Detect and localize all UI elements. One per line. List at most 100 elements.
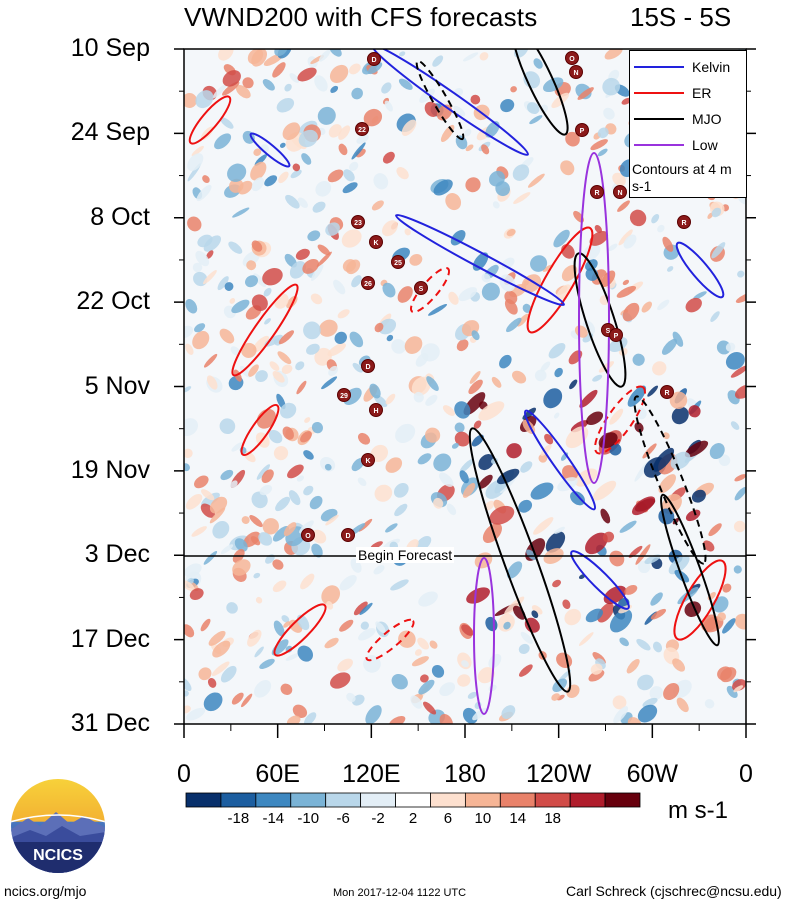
vwnd-anomaly-cell [222,70,241,87]
vwnd-anomaly-cell [446,503,457,516]
vwnd-anomaly-cell [409,253,423,266]
vwnd-anomaly-cell [184,624,195,638]
storm-marker-label: 22 [358,127,366,134]
vwnd-anomaly-cell [735,384,746,399]
vwnd-anomaly-cell [709,443,725,460]
vwnd-anomaly-cell [184,563,202,578]
vwnd-anomaly-cell [269,361,280,371]
vwnd-anomaly-cell [554,367,563,378]
y-tick-label: 17 Dec [70,624,150,653]
vwnd-anomaly-cell [415,353,429,367]
vwnd-anomaly-cell [311,529,327,544]
colorbar-label: 18 [544,810,562,827]
vwnd-anomaly-cell [247,629,262,647]
er-contour [188,95,232,145]
vwnd-anomaly-cell [306,343,320,355]
colorbar-label: 14 [509,810,527,827]
vwnd-anomaly-cell [552,579,561,588]
vwnd-anomaly-cell [637,704,658,723]
vwnd-anomaly-cell [491,376,502,388]
vwnd-anomaly-cell [410,695,423,709]
kelvin-contour [523,409,597,511]
vwnd-anomaly-cell [621,97,632,105]
vwnd-anomaly-cell [617,200,630,212]
vwnd-anomaly-cell [717,612,727,622]
vwnd-anomaly-cell [417,453,432,465]
vwnd-anomaly-cell [504,290,518,305]
vwnd-anomaly-cell [349,331,364,348]
vwnd-anomaly-cell [229,178,244,193]
vwnd-anomaly-cell [461,624,474,636]
vwnd-anomaly-cell [288,490,301,506]
vwnd-anomaly-cell [585,608,604,623]
vwnd-anomaly-cell [220,469,234,481]
vwnd-anomaly-cell [426,376,439,391]
vwnd-anomaly-cell [569,379,578,390]
vwnd-anomaly-cell [255,370,268,383]
vwnd-anomaly-cell [506,561,523,579]
colorbar-label: -18 [227,810,250,827]
vwnd-anomaly-cell [351,87,363,100]
vwnd-anomaly-cell [404,336,423,354]
storm-marker-circle [369,403,383,417]
vwnd-anomaly-cell [734,474,746,482]
vwnd-anomaly-cell [338,125,351,140]
vwnd-anomaly-cell [255,596,263,604]
vwnd-anomaly-cell [524,617,540,633]
vwnd-anomaly-cell [214,133,232,150]
colorbar-swatch [569,792,606,808]
vwnd-anomaly-cell [385,457,403,473]
vwnd-anomaly-cell [585,532,608,555]
storm-marker: O [565,51,579,65]
vwnd-anomaly-cell [251,491,268,509]
vwnd-anomaly-cell [453,105,466,117]
er-contour [231,283,299,377]
x-tick-label: 180 [444,760,486,788]
vwnd-anomaly-cell [287,464,304,479]
vwnd-anomaly-cell [592,480,617,501]
colorbar-label: -14 [262,810,285,827]
vwnd-anomaly-cell [337,658,353,672]
vwnd-anomaly-cell [349,63,361,75]
vwnd-anomaly-cell [667,266,674,272]
storm-marker-label: D [345,533,350,540]
vwnd-anomaly-cell [195,250,210,267]
vwnd-anomaly-cell [478,474,493,489]
vwnd-anomaly-cell [241,516,250,525]
vwnd-anomaly-cell [734,487,746,501]
vwnd-anomaly-cell [206,375,218,390]
vwnd-anomaly-cell [624,584,638,595]
wave-contours [188,49,727,715]
low-contour [578,152,610,484]
vwnd-anomaly-cell [280,402,297,419]
mjo-contour [415,59,465,141]
storm-marker-label: R [664,390,669,397]
vwnd-anomaly-cell [228,241,243,254]
kelvin-contour [371,49,529,156]
vwnd-anomaly-cell [704,699,715,709]
colorbar-swatch [499,792,536,808]
vwnd-anomaly-cell [207,678,217,688]
footer-website[interactable]: ncics.org/mjo [4,883,87,899]
vwnd-anomaly-cell [607,243,618,252]
vwnd-anomaly-cell [374,484,393,502]
vwnd-anomaly-cell [506,317,522,333]
vwnd-anomaly-cell [297,67,317,82]
vwnd-anomaly-cell [589,231,609,246]
vwnd-anomaly-cell [259,658,275,669]
vwnd-anomaly-cell [642,697,658,708]
vwnd-anomaly-cell [472,707,488,721]
vwnd-anomaly-cell [327,343,346,357]
vwnd-anomaly-cell [273,446,289,461]
vwnd-anomaly-cell [388,715,406,724]
colorbar-label: -10 [297,810,320,827]
storm-marker-label: D [371,57,376,64]
vwnd-anomaly-cell [619,520,637,533]
vwnd-anomaly-cell [609,443,622,456]
vwnd-anomaly-cell [220,665,237,683]
vwnd-anomaly-cell [439,472,454,487]
vwnd-anomaly-cell [416,535,432,551]
vwnd-anomaly-cell [378,318,397,335]
vwnd-anomaly-cell [187,153,204,171]
vwnd-anomaly-cell [194,323,206,333]
